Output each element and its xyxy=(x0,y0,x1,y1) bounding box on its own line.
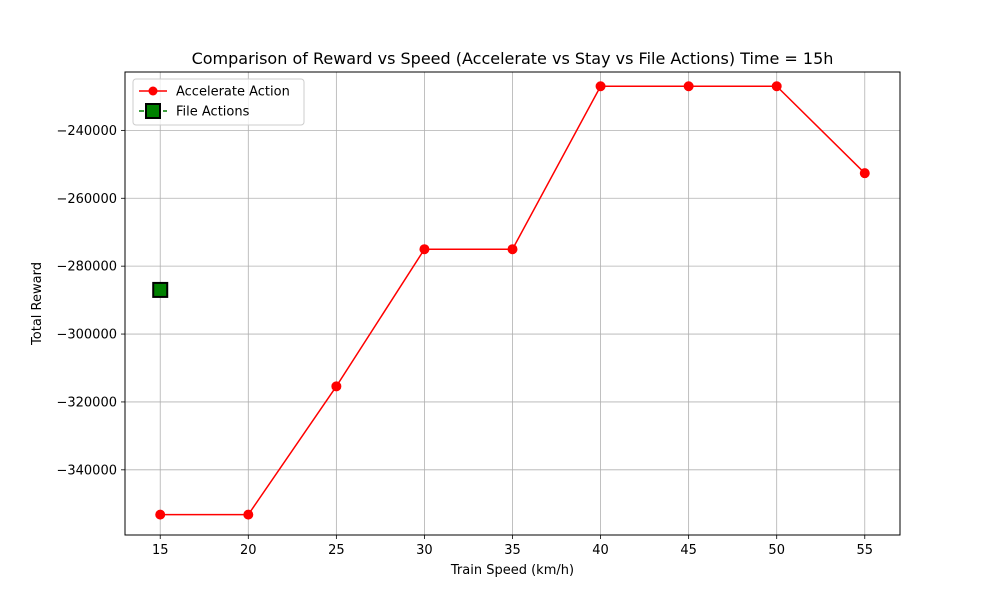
legend-label: Accelerate Action xyxy=(176,85,290,100)
x-axis-ticks: 15 20 25 30 35 40 45 50 55 xyxy=(152,535,873,558)
legend-marker-accelerate-action xyxy=(148,86,158,96)
accelerate-action-point xyxy=(507,244,518,255)
y-tick-label: −340000 xyxy=(56,463,117,478)
y-tick-label: −240000 xyxy=(56,124,117,139)
legend: Accelerate Action File Actions xyxy=(132,78,305,126)
accelerate-action-point xyxy=(419,244,430,255)
grid xyxy=(125,72,900,535)
legend-label: File Actions xyxy=(176,105,250,120)
x-tick-label: 15 xyxy=(152,543,169,558)
x-tick-label: 25 xyxy=(328,543,345,558)
accelerate-action-point xyxy=(331,381,342,392)
x-tick-label: 35 xyxy=(504,543,521,558)
accelerate-action-point xyxy=(243,509,254,520)
legend-marker-file-actions xyxy=(145,103,161,119)
plot-series xyxy=(152,81,870,520)
y-tick-label: −320000 xyxy=(56,395,117,410)
x-tick-label: 45 xyxy=(680,543,697,558)
y-tick-label: −260000 xyxy=(56,192,117,207)
y-axis-label: Total Reward xyxy=(30,262,45,346)
y-tick-label: −280000 xyxy=(56,260,117,275)
x-tick-label: 50 xyxy=(768,543,785,558)
x-tick-label: 40 xyxy=(592,543,609,558)
chart-title: Comparison of Reward vs Speed (Accelerat… xyxy=(192,49,834,68)
x-tick-label: 55 xyxy=(856,543,873,558)
accelerate-action-point xyxy=(683,81,694,92)
accelerate-action-point xyxy=(595,81,606,92)
x-axis-label: Train Speed (km/h) xyxy=(450,563,574,578)
x-tick-label: 20 xyxy=(240,543,257,558)
legend-box xyxy=(132,78,305,126)
accelerate-action-point xyxy=(771,81,782,92)
x-tick-label: 30 xyxy=(416,543,433,558)
y-tick-label: −300000 xyxy=(56,328,117,343)
accelerate-action-point xyxy=(155,509,166,520)
y-axis-ticks: −340000 −320000 −300000 −280000 −260000 −2400… xyxy=(56,124,125,478)
file-actions-point xyxy=(152,281,169,298)
accelerate-action-point xyxy=(859,168,870,179)
